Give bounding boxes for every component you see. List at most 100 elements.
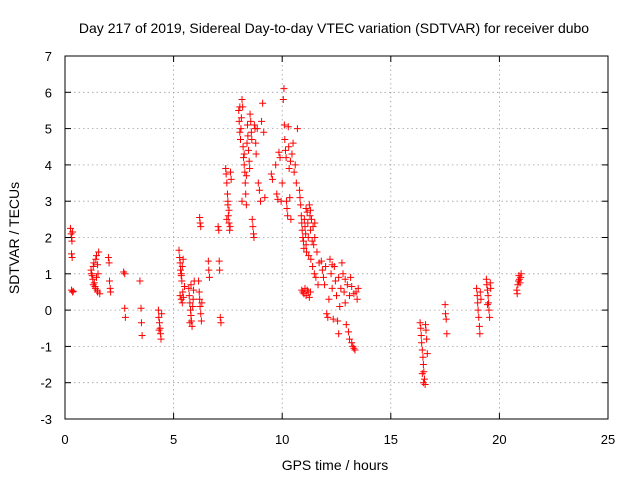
data-point: [283, 197, 291, 205]
data-point: [485, 306, 493, 314]
x-tick-label: 15: [384, 432, 398, 447]
data-point: [350, 290, 358, 298]
data-point: [302, 204, 310, 212]
data-point: [68, 250, 76, 258]
data-point: [259, 99, 267, 107]
data-point: [227, 168, 235, 176]
data-point: [249, 223, 257, 231]
data-point: [180, 283, 188, 291]
data-point: [121, 270, 129, 278]
data-point: [205, 266, 213, 274]
data-point: [296, 186, 304, 194]
data-point: [290, 168, 298, 176]
data-point: [327, 270, 335, 278]
data-point: [236, 135, 244, 143]
data-point: [326, 255, 334, 263]
data-point: [198, 299, 206, 307]
data-point: [204, 257, 212, 265]
data-point: [238, 197, 246, 205]
data-point: [89, 281, 97, 289]
data-point: [306, 288, 314, 296]
data-point: [246, 110, 254, 118]
data-point: [258, 117, 266, 125]
data-point: [475, 313, 483, 321]
data-point: [417, 324, 425, 332]
data-point: [189, 295, 197, 303]
x-tick-label: 25: [601, 432, 615, 447]
data-point: [302, 230, 310, 238]
data-point: [517, 270, 525, 278]
data-point: [276, 154, 284, 162]
data-point: [268, 175, 276, 183]
data-point: [297, 201, 305, 209]
data-point: [240, 154, 248, 162]
data-point: [298, 219, 306, 227]
data-point: [346, 292, 354, 300]
data-point: [338, 259, 346, 267]
data-point: [477, 295, 485, 303]
data-point: [291, 161, 299, 169]
data-point: [224, 212, 232, 220]
data-point: [237, 114, 245, 122]
data-point: [94, 270, 102, 278]
data-point: [475, 322, 483, 330]
data-point: [223, 190, 231, 198]
data-point: [197, 317, 205, 325]
data-point: [418, 339, 426, 347]
data-point: [187, 281, 195, 289]
data-point: [187, 317, 195, 325]
data-point: [68, 237, 76, 245]
data-point: [310, 241, 318, 249]
data-point: [222, 170, 230, 178]
data-point: [319, 273, 327, 281]
data-point: [92, 252, 100, 260]
data-point: [215, 257, 223, 265]
data-point: [441, 301, 449, 309]
data-point: [323, 310, 331, 318]
data-point: [157, 335, 165, 343]
data-point: [104, 253, 112, 261]
x-tick-label: 0: [61, 432, 68, 447]
data-point: [281, 146, 289, 154]
data-point: [443, 330, 451, 338]
data-point: [106, 277, 114, 285]
data-point: [236, 128, 244, 136]
data-point: [333, 292, 340, 300]
data-point: [69, 287, 77, 295]
data-point: [284, 212, 292, 220]
y-axis-label: SDTVAR / TECUs: [6, 182, 22, 294]
data-point: [419, 379, 427, 387]
data-point: [314, 281, 322, 289]
data-point: [311, 234, 319, 241]
data-point: [255, 186, 263, 194]
x-axis-label: GPS time / hours: [282, 457, 389, 473]
data-point: [322, 263, 330, 271]
data-point: [120, 268, 128, 276]
data-point: [421, 381, 429, 389]
data-point: [176, 292, 184, 300]
data-point: [483, 281, 491, 289]
data-point: [68, 286, 76, 294]
data-point: [243, 139, 251, 147]
data-point: [94, 261, 102, 269]
data-point: [121, 313, 129, 321]
data-point: [310, 270, 318, 278]
x-tick-label: 20: [492, 432, 506, 447]
data-point: [303, 248, 311, 256]
data-point: [244, 132, 252, 140]
data-point: [89, 263, 97, 271]
data-point: [225, 206, 233, 214]
data-point: [300, 244, 308, 252]
data-point: [178, 277, 186, 285]
y-tick-label: 7: [45, 49, 52, 64]
data-point: [242, 172, 250, 180]
data-point: [281, 135, 289, 143]
data-point: [275, 148, 283, 156]
y-tick-label: 5: [45, 122, 52, 137]
data-point: [442, 310, 450, 318]
data-point: [107, 288, 115, 296]
data-point: [195, 277, 203, 285]
data-point: [318, 266, 326, 274]
data-point: [91, 284, 99, 292]
